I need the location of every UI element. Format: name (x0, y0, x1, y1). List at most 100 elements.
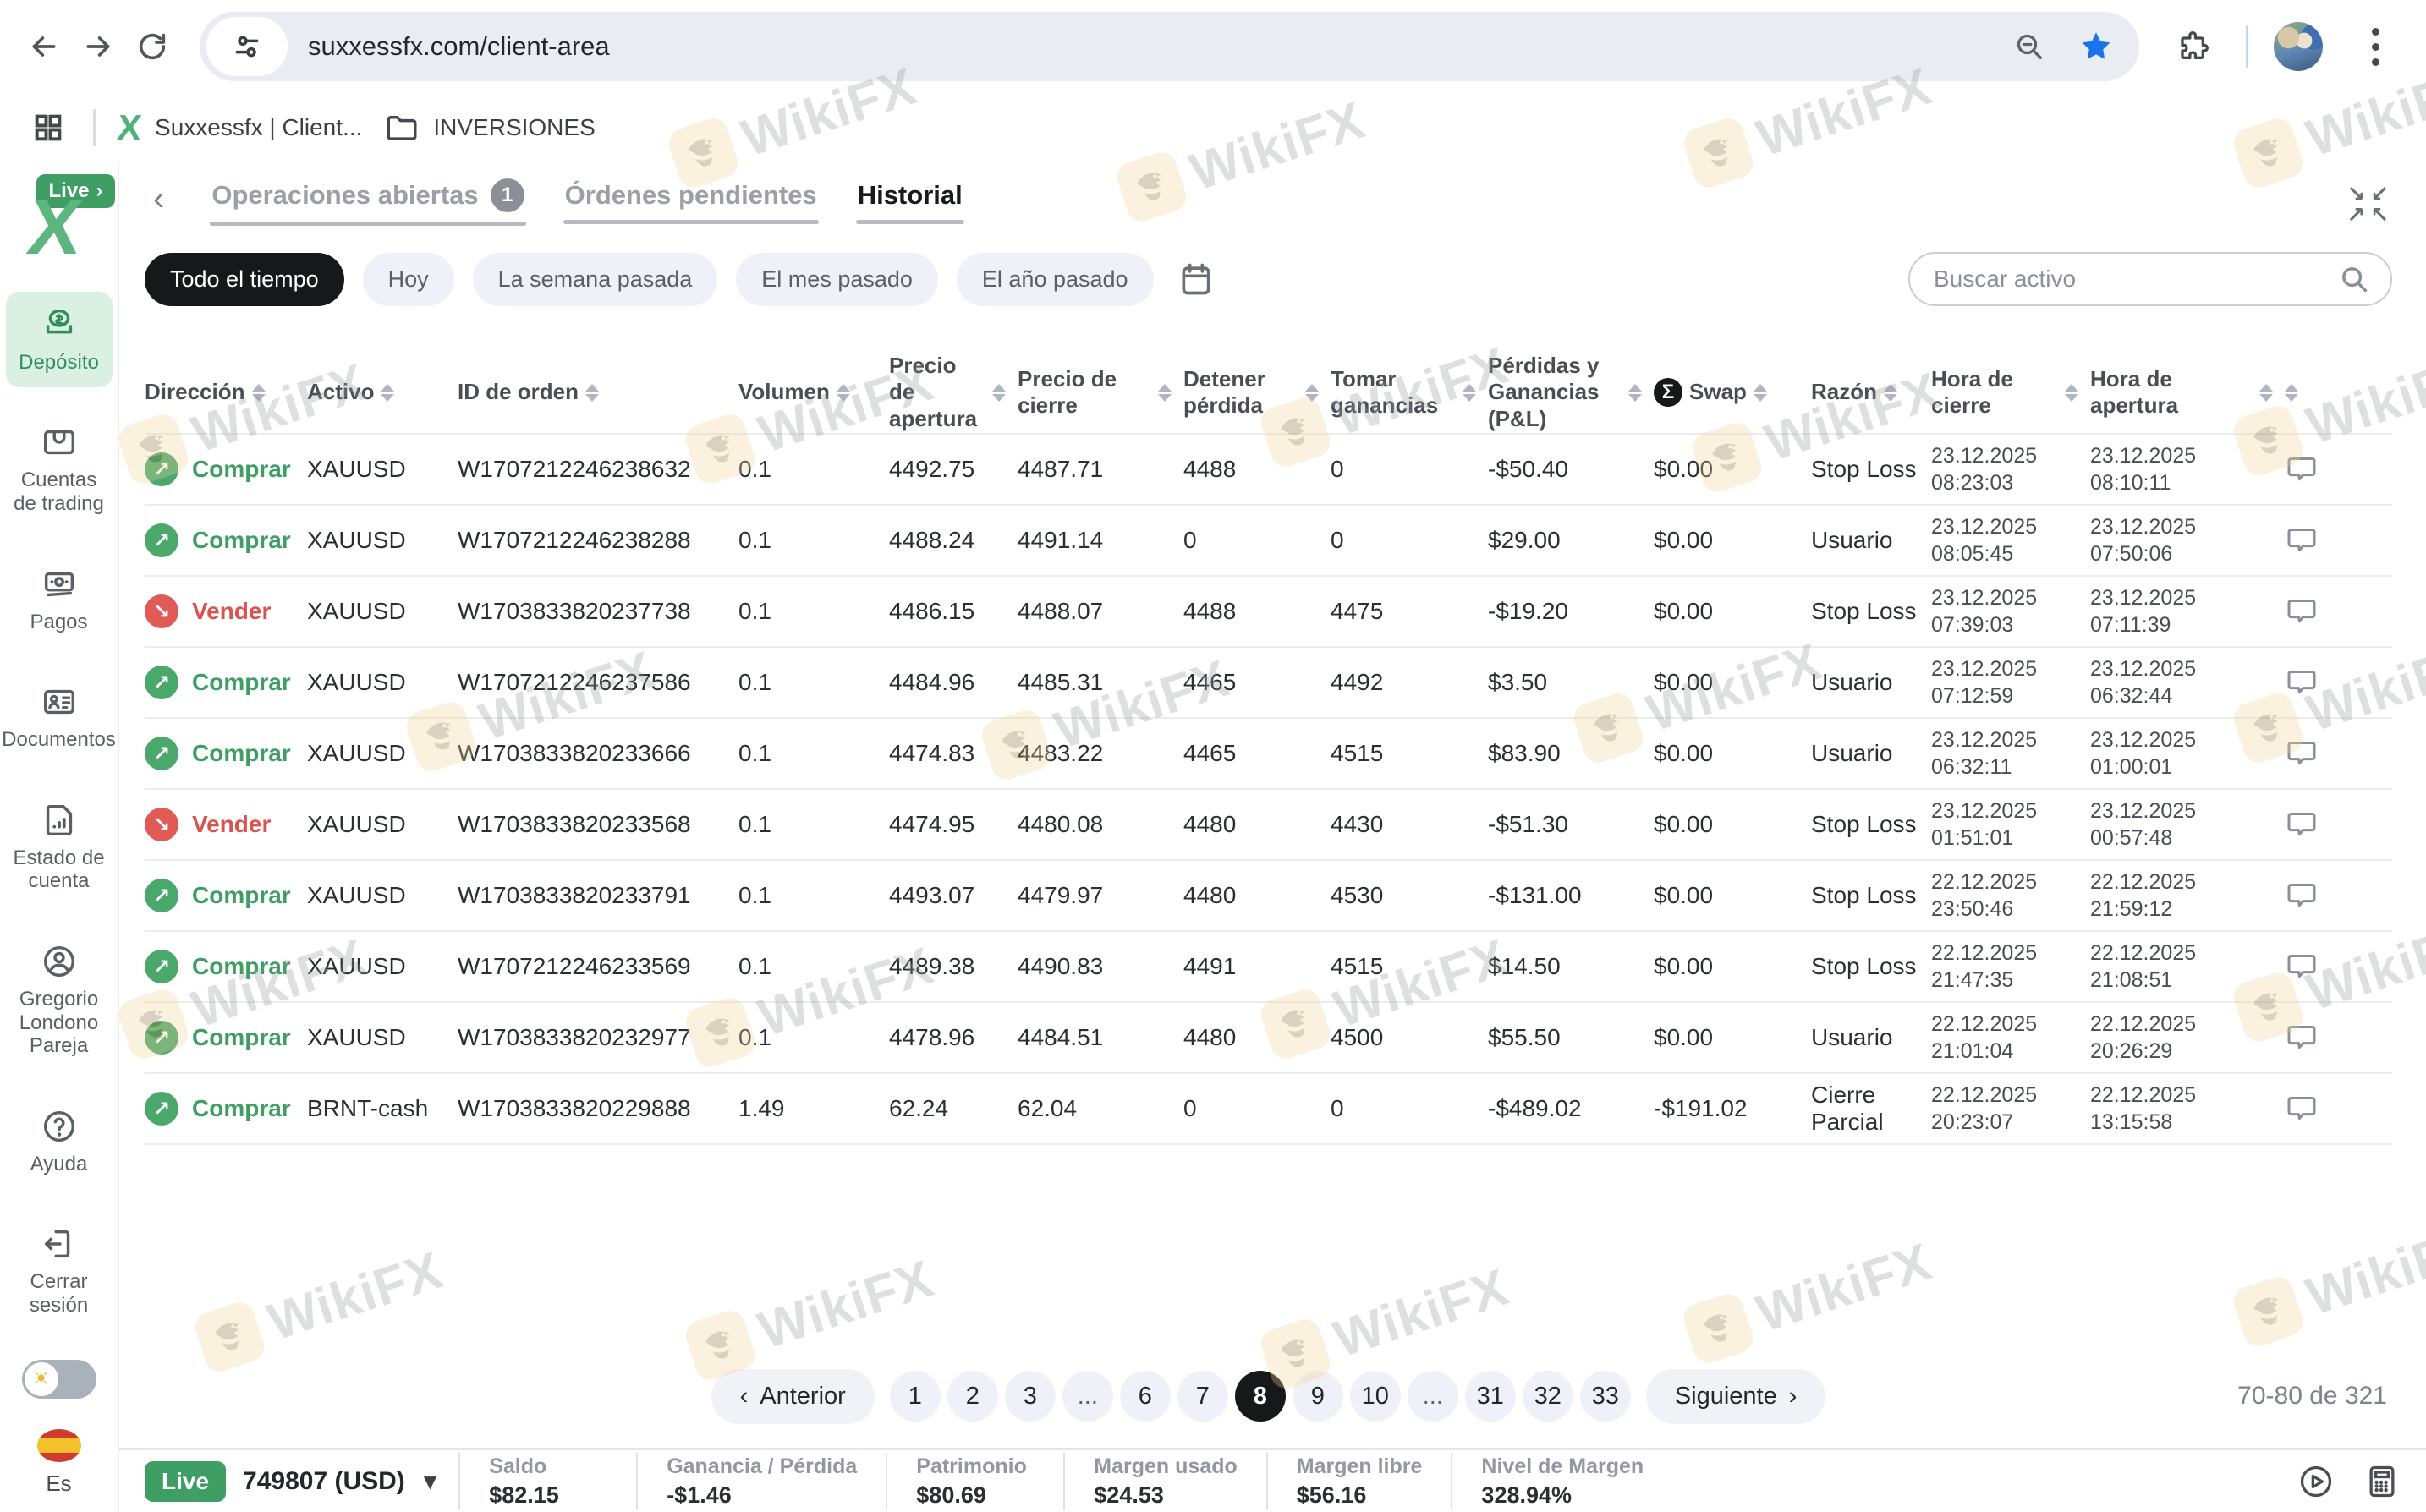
comment-icon[interactable] (2285, 737, 2361, 770)
sort-icon[interactable] (381, 383, 395, 402)
tab-operaciones-abiertas[interactable]: Operaciones abiertas 1 (210, 167, 526, 231)
sidebar-item-ayuda[interactable]: Ayuda (6, 1093, 113, 1190)
sort-icon[interactable] (836, 383, 850, 402)
site-settings-icon[interactable] (206, 17, 288, 76)
page-button-2[interactable]: 2 (947, 1371, 998, 1422)
column-header-tomar-ganancias[interactable]: Tomar ganancias (1331, 366, 1488, 419)
sidebar-item-gregorio-londono-pareja[interactable]: Gregorio Londono Pareja (6, 929, 113, 1071)
sort-icon[interactable] (1158, 383, 1172, 402)
sort-icon[interactable] (2065, 383, 2078, 402)
table-row[interactable]: ↗ Comprar XAUUSD W1707212246237586 0.1 4484.9… (145, 648, 2392, 719)
collapse-icon[interactable]: ↘ ↙ ↗ ↖ (2346, 181, 2389, 228)
page-button-8[interactable]: 8 (1234, 1371, 1286, 1422)
zoom-out-icon[interactable] (2012, 30, 2046, 63)
page-button-3[interactable]: 3 (1004, 1371, 1056, 1422)
column-header-detener-perdida[interactable]: Detener pérdida (1183, 366, 1331, 419)
column-header-activo[interactable]: Activo (307, 379, 458, 405)
page-button-31[interactable]: 31 (1464, 1371, 1516, 1422)
filter-chip-hoy[interactable]: Hoy (362, 252, 454, 306)
browser-menu-icon[interactable] (2348, 19, 2402, 74)
column-header-swap[interactable]: Σ Swap (1654, 378, 1811, 407)
sort-icon[interactable] (2259, 383, 2273, 402)
sort-icon[interactable] (1884, 383, 1897, 402)
comment-icon[interactable] (2285, 950, 2361, 983)
column-header-perdidas-y-ganancias-p-l[interactable]: Pérdidas y Ganancias (P&L) (1488, 353, 1654, 432)
table-row[interactable]: ↗ Comprar XAUUSD W1707212246238288 0.1 4488.2… (145, 506, 2392, 577)
comment-icon[interactable] (2285, 666, 2361, 699)
column-header-id-de-orden[interactable]: ID de orden (458, 379, 738, 405)
table-row[interactable]: ↗ Comprar XAUUSD W1707212246233569 0.1 4489.3… (145, 932, 2392, 1003)
page-button-10[interactable]: 10 (1349, 1371, 1401, 1422)
sidebar-item-cerrar-sesion[interactable]: Cerrar sesión (6, 1211, 113, 1330)
page-button-6[interactable]: 6 (1119, 1371, 1171, 1422)
comment-icon[interactable] (2285, 1021, 2361, 1055)
page-button-32[interactable]: 32 (1522, 1371, 1573, 1422)
bookmark-star-icon[interactable] (2078, 29, 2114, 64)
column-header-hora-de-apertura[interactable]: Hora de apertura (2090, 366, 2285, 419)
table-row[interactable]: ↗ Comprar XAUUSD W1703833820232977 0.1 4478.9… (145, 1003, 2392, 1074)
column-header-comment[interactable] (2285, 383, 2361, 402)
account-dropdown-caret-icon[interactable]: ▼ (423, 1471, 437, 1492)
forward-icon[interactable] (71, 19, 125, 74)
page-button-9[interactable]: 9 (1292, 1371, 1343, 1422)
sort-icon[interactable] (1753, 383, 1767, 402)
sidebar-item-pagos[interactable]: Pagos (6, 551, 113, 648)
column-header-volumen[interactable]: Volumen (738, 379, 889, 405)
tab-historial[interactable]: Historial (855, 168, 964, 229)
column-header-direccion[interactable]: Dirección (145, 379, 307, 405)
sort-icon[interactable] (1305, 383, 1319, 402)
table-row[interactable]: ↗ Comprar XAUUSD W1703833820233791 0.1 4493.0… (145, 861, 2392, 932)
filter-chip-el-mes-pasado[interactable]: El mes pasado (736, 252, 938, 306)
sort-icon[interactable] (251, 383, 266, 402)
sort-icon[interactable] (585, 383, 600, 402)
filter-chip-todo-el-tiempo[interactable]: Todo el tiempo (145, 252, 344, 306)
bookmark-suxxessfx[interactable]: X Suxxessfx | Client... (116, 107, 363, 147)
sidebar-item-estado-de-cuenta[interactable]: Estado de cuenta (6, 787, 113, 907)
next-page-button[interactable]: Siguiente › (1645, 1368, 1826, 1424)
filter-chip-la-semana-pasada[interactable]: La semana pasada (472, 252, 718, 306)
url-text[interactable]: suxxessfx.com/client-area (308, 31, 610, 61)
table-row[interactable]: ↗ Comprar XAUUSD W1703833820233666 0.1 4474.8… (145, 719, 2392, 790)
comment-icon[interactable] (2285, 879, 2361, 912)
sidebar-item-cuentas-de-trading[interactable]: Cuentas de trading (6, 409, 113, 529)
page-button-33[interactable]: 33 (1579, 1371, 1631, 1422)
comment-icon[interactable] (2285, 452, 2361, 486)
back-chevron-icon[interactable]: ‹ (153, 179, 165, 217)
table-row[interactable]: ↗ Comprar XAUUSD W1707212246238632 0.1 4492.7… (145, 435, 2392, 506)
table-row[interactable]: ↘ Vender XAUUSD W1703833820237738 0.1 4486.15… (145, 577, 2392, 648)
profile-avatar[interactable] (2274, 22, 2323, 71)
sidebar-item-deposito[interactable]: Depósito (5, 291, 113, 388)
extensions-icon[interactable] (2166, 19, 2220, 74)
reload-icon[interactable] (125, 19, 179, 74)
calculator-icon[interactable] (2363, 1463, 2401, 1500)
comment-icon[interactable] (2285, 1092, 2361, 1126)
suxxessfx-logo[interactable]: X (22, 184, 87, 271)
sort-icon[interactable] (2285, 383, 2298, 402)
sort-icon[interactable] (1628, 383, 1642, 402)
column-header-precio-de-cierre[interactable]: Precio de cierre (1018, 366, 1183, 419)
address-bar[interactable]: suxxessfx.com/client-area (200, 12, 2139, 81)
apps-grid-icon[interactable] (25, 105, 71, 151)
comment-icon[interactable] (2285, 808, 2361, 841)
search-asset-input[interactable] (1934, 266, 2338, 293)
account-number[interactable]: 749807 (USD) (243, 1466, 405, 1495)
spanish-flag-icon[interactable] (36, 1428, 81, 1462)
sidebar-item-documentos[interactable]: Documentos (2, 669, 116, 765)
page-button-1[interactable]: 1 (889, 1371, 941, 1422)
sort-icon[interactable] (992, 383, 1006, 402)
theme-toggle[interactable]: ☀ (21, 1359, 96, 1399)
search-icon[interactable] (2338, 263, 2370, 295)
table-row[interactable]: ↗ Comprar BRNT-cash W1703833820229888 1.49 62… (145, 1074, 2392, 1145)
live-badge[interactable]: Live › (36, 174, 115, 208)
calendar-icon[interactable] (1177, 260, 1215, 298)
bookmark-folder-inversiones[interactable]: INVERSIONES (384, 110, 596, 145)
column-header-hora-de-cierre[interactable]: Hora de cierre (1931, 366, 2090, 419)
sort-icon[interactable] (1463, 383, 1476, 402)
column-header-precio-de-apertura[interactable]: Precio de apertura (889, 353, 1018, 432)
page-button-7[interactable]: 7 (1177, 1371, 1228, 1422)
comment-icon[interactable] (2285, 523, 2361, 557)
column-header-razon[interactable]: Razón (1811, 379, 1931, 405)
play-circle-icon[interactable] (2297, 1463, 2335, 1500)
tab-ordenes-pendientes[interactable]: Órdenes pendientes (563, 168, 819, 229)
back-icon[interactable] (17, 19, 71, 74)
